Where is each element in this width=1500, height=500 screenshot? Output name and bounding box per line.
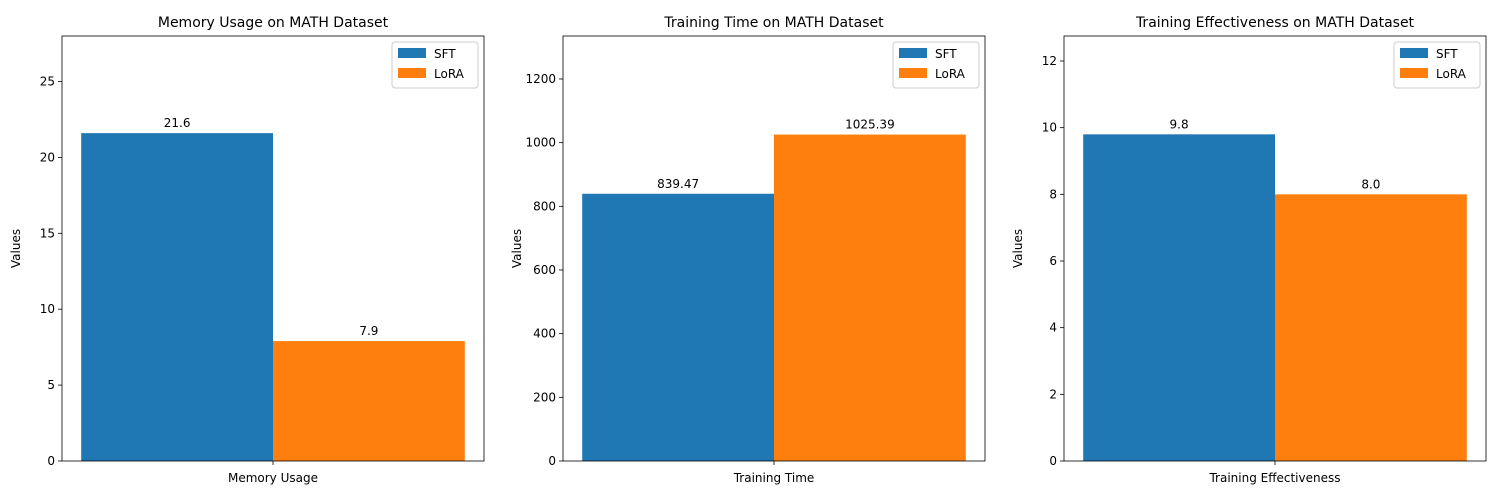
y-tick-label: 6: [1049, 254, 1057, 268]
y-tick-label: 5: [47, 378, 55, 392]
chart-panel-3: Training Effectiveness on MATH Dataset 9.…: [1011, 15, 1487, 485]
legend-swatch-sft: [899, 48, 927, 58]
y-tick-label: 15: [40, 226, 55, 240]
data-label-sft: 21.6: [164, 116, 191, 130]
legend-swatch-sft: [1400, 48, 1428, 58]
legend-swatch-lora: [398, 68, 426, 78]
bar-sft: [582, 193, 774, 461]
legend: SFT LoRA: [892, 41, 980, 89]
data-label-lora: 7.9: [359, 324, 378, 338]
legend-label-lora: LoRA: [935, 67, 966, 81]
y-tick-label: 10: [1042, 121, 1057, 135]
y-tick-label: 20: [40, 150, 55, 164]
bar-lora: [1275, 194, 1467, 462]
y-tick-label: 25: [40, 75, 55, 89]
legend-swatch-lora: [899, 68, 927, 78]
y-tick-label: 4: [1049, 321, 1057, 335]
bar-lora: [273, 341, 465, 461]
y-tick-label: 0: [548, 454, 556, 468]
data-label-sft: 9.8: [1170, 117, 1189, 131]
data-label-lora: 1025.39: [845, 118, 895, 132]
y-tick-label: 8: [1049, 187, 1057, 201]
x-tick-label: Training Effectiveness: [1208, 471, 1340, 485]
y-tick-label: 0: [47, 454, 55, 468]
x-tick-label: Training Time: [733, 471, 815, 485]
y-axis-label: Values: [510, 229, 524, 268]
y-axis-label: Values: [1011, 229, 1025, 268]
bar-sft: [81, 133, 274, 461]
chart-title: Memory Usage on MATH Dataset: [158, 15, 389, 31]
legend-swatch-lora: [1400, 68, 1428, 78]
chart-title: Training Time on MATH Dataset: [663, 15, 884, 31]
bar-lora: [774, 134, 966, 461]
y-tick-label: 200: [533, 390, 556, 404]
y-tick-label: 0: [1049, 454, 1057, 468]
legend-label-sft: SFT: [935, 47, 957, 61]
legend-label-sft: SFT: [434, 47, 456, 61]
legend-label-lora: LoRA: [434, 67, 465, 81]
legend-label-lora: LoRA: [1436, 67, 1467, 81]
data-label-sft: 839.47: [657, 177, 699, 191]
y-tick-label: 1000: [525, 136, 556, 150]
x-tick-label: Memory Usage: [228, 471, 318, 485]
chart-title: Training Effectiveness on MATH Dataset: [1135, 15, 1415, 31]
y-tick-label: 12: [1042, 54, 1057, 68]
data-label-lora: 8.0: [1361, 177, 1380, 191]
chart-panel-2: Training Time on MATH Dataset 839.47 1025.…: [510, 15, 986, 485]
y-tick-label: 400: [533, 327, 556, 341]
y-tick-label: 1200: [525, 72, 556, 86]
legend-label-sft: SFT: [1436, 47, 1458, 61]
y-tick-label: 2: [1049, 387, 1057, 401]
y-tick-label: 600: [533, 263, 556, 277]
chart-panel-1: Memory Usage on MATH Dataset 21.6 7.9 0 5 10 1…: [9, 15, 485, 485]
bar-sft: [1083, 134, 1275, 462]
legend: SFT LoRA: [391, 41, 479, 89]
y-axis-label: Values: [9, 229, 23, 268]
y-tick-label: 10: [40, 302, 55, 316]
legend: SFT LoRA: [1393, 41, 1481, 89]
y-tick-label: 800: [533, 199, 556, 213]
legend-swatch-sft: [398, 48, 426, 58]
